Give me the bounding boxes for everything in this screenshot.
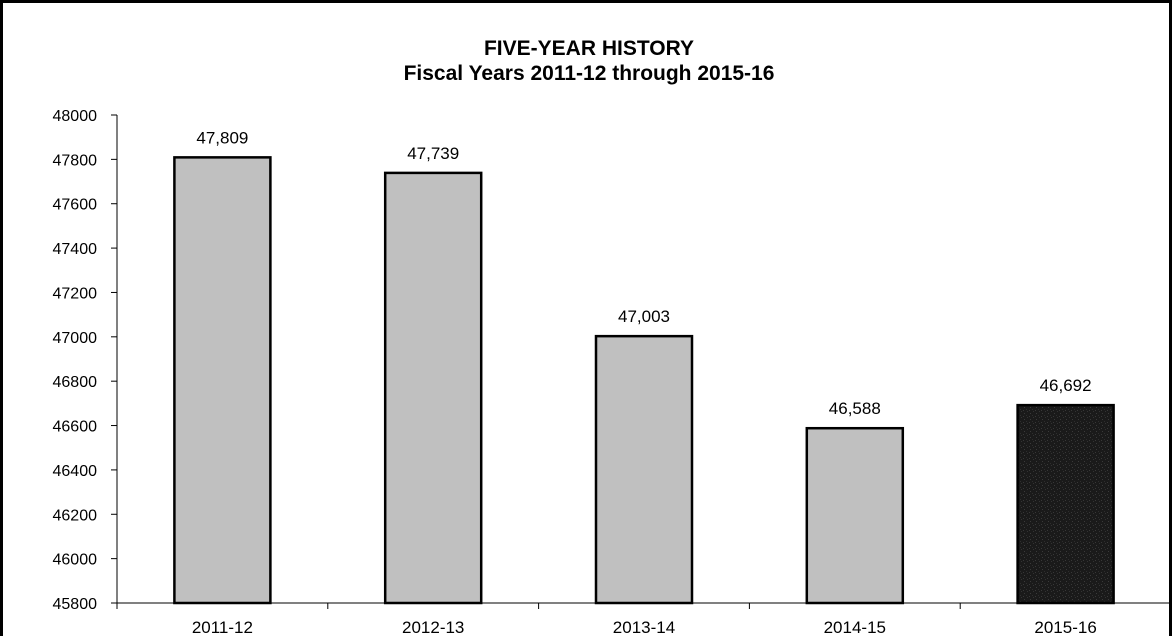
bar — [594, 334, 694, 605]
y-tick-label: 47600 — [53, 197, 98, 214]
y-tick-label: 48000 — [53, 108, 98, 125]
y-tick-label: 45800 — [53, 596, 98, 613]
plot-area: 48000 47800 47600 47400 47200 47000 46800 46600… — [53, 108, 1172, 637]
bar — [383, 171, 483, 605]
chart-subtitle: Fiscal Years 2011-12 through 2015-16 — [404, 62, 775, 85]
data-label: 47,809 — [196, 128, 248, 147]
x-tick-label: 2014-15 — [824, 618, 886, 637]
data-label: 46,588 — [829, 399, 881, 418]
y-tick-label: 46400 — [53, 463, 98, 480]
y-tick-label: 46200 — [53, 507, 98, 524]
y-tick-label: 46000 — [53, 552, 98, 569]
chart-title: FIVE-YEAR HISTORY — [484, 37, 694, 60]
data-label: 47,739 — [407, 144, 459, 163]
x-tick-label: 2013-14 — [613, 618, 675, 637]
bar — [805, 426, 905, 605]
y-tick-label: 47400 — [53, 241, 98, 258]
y-tick-label: 47800 — [53, 152, 98, 169]
data-label: 46,692 — [1040, 376, 1092, 395]
x-tick-label: 2012-13 — [402, 618, 464, 637]
x-tick-label: 2011-12 — [192, 618, 253, 637]
bar-chart: FIVE-YEAR HISTORY Fiscal Years 2011-12 t… — [53, 37, 1172, 637]
y-tick-label: 46800 — [53, 374, 98, 391]
bar — [173, 156, 272, 605]
bar — [1016, 403, 1115, 605]
y-tick-label: 46600 — [53, 419, 98, 436]
x-tick-label: 2015-16 — [1034, 618, 1096, 637]
data-label: 47,003 — [618, 307, 670, 326]
y-tick-label: 47000 — [53, 330, 98, 347]
y-tick-label: 47200 — [53, 285, 98, 302]
